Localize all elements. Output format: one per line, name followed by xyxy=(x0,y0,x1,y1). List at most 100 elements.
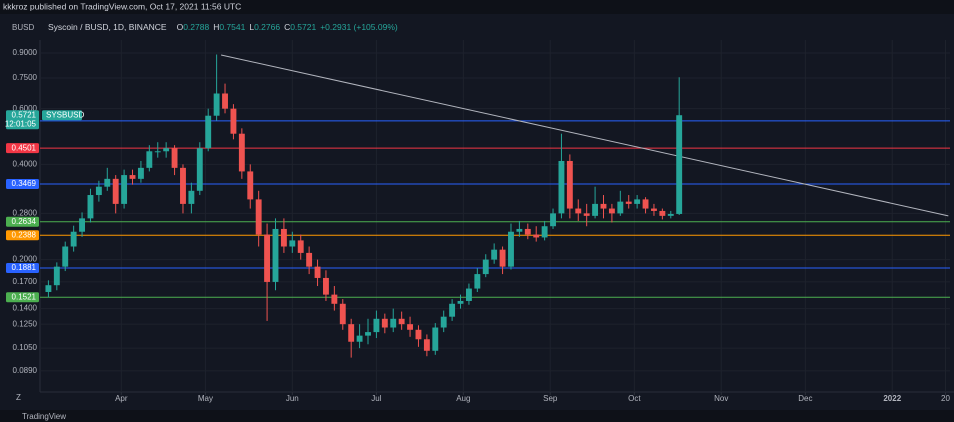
level-label-box xyxy=(6,178,39,189)
candle-body xyxy=(230,108,237,134)
y-tick-label: 0.0890 xyxy=(13,366,38,375)
candle-body xyxy=(280,228,287,247)
x-tick-label: 2022 xyxy=(883,394,901,403)
candle-body xyxy=(617,201,624,214)
candle-body xyxy=(87,195,94,219)
candle-body xyxy=(600,203,607,209)
symbol-box xyxy=(42,110,82,121)
attribution: kkkroz published on TradingView.com, Oct… xyxy=(3,1,241,11)
candle-body xyxy=(62,246,69,267)
change: +0.2931 (+105.09%) xyxy=(320,22,398,32)
x-tick-label: Aug xyxy=(456,394,470,403)
candle-body xyxy=(339,303,346,325)
y-tick-label: 0.1050 xyxy=(13,343,38,352)
trendline xyxy=(220,54,949,217)
candle-body xyxy=(432,327,439,351)
scale-icon: Z xyxy=(16,393,21,402)
x-tick-label: Dec xyxy=(798,394,812,403)
candle-body xyxy=(306,252,313,267)
candle-body xyxy=(45,285,52,292)
candle-body xyxy=(373,318,380,333)
candle-body xyxy=(415,329,422,340)
candle-body xyxy=(272,228,279,282)
candle-body xyxy=(70,231,77,247)
candle-body xyxy=(634,199,641,204)
candle-body xyxy=(667,213,674,216)
top-bar xyxy=(0,0,954,14)
candle-body xyxy=(180,167,186,204)
x-tick-label: Nov xyxy=(714,394,728,403)
level-label: 0.1881 xyxy=(12,263,37,272)
candle-body xyxy=(449,303,456,317)
candle-body xyxy=(331,294,338,304)
currency: BUSD xyxy=(12,23,34,32)
candle-body xyxy=(423,339,430,351)
symbol-label: SYSBUSD xyxy=(46,110,84,119)
candle-body xyxy=(264,234,271,282)
l-value: 0.2766 xyxy=(254,22,280,32)
candle-body xyxy=(289,240,296,247)
y-tick-label: 0.6000 xyxy=(13,104,38,113)
candle-body xyxy=(592,203,599,216)
h-letter: H xyxy=(213,22,219,32)
candle-body xyxy=(255,199,262,235)
candle-body xyxy=(356,335,363,342)
level-label: 0.4501 xyxy=(12,143,37,152)
candle-body xyxy=(575,208,582,214)
bottom-bar xyxy=(0,410,954,422)
candle-body xyxy=(53,266,60,286)
candle-body xyxy=(222,93,228,109)
candle-body xyxy=(457,300,464,304)
candle-body xyxy=(558,160,565,214)
y-tick-label: 0.9000 xyxy=(13,48,38,57)
candle-body xyxy=(508,231,514,267)
candle-body xyxy=(533,234,540,238)
l-letter: L xyxy=(249,22,254,32)
last-price: 0.5721 xyxy=(12,110,37,119)
candle-body xyxy=(524,228,531,235)
x-tick-label: May xyxy=(198,394,213,403)
level-label: 0.1521 xyxy=(12,292,37,301)
x-tick-label: Oct xyxy=(628,394,641,403)
candle-body xyxy=(323,277,329,295)
candle-body xyxy=(188,190,195,204)
x-tick-label: Jul xyxy=(371,394,381,403)
level-label-box xyxy=(6,263,39,274)
h-value: 0.7541 xyxy=(219,22,245,32)
candle-body xyxy=(247,171,254,200)
y-tick-label: 0.1250 xyxy=(13,319,38,328)
candle-body xyxy=(381,318,388,328)
candle-body xyxy=(566,160,573,209)
candle-body xyxy=(541,226,548,238)
level-label: 0.3469 xyxy=(12,179,37,188)
level-label-box xyxy=(6,230,39,241)
y-tick-label: 0.4000 xyxy=(13,159,38,168)
o-value: 0.2788 xyxy=(183,22,209,32)
y-tick-label: 0.2000 xyxy=(13,255,38,264)
candle-body xyxy=(398,318,405,325)
candle-body xyxy=(163,148,170,152)
candle-body xyxy=(625,201,632,204)
candle-body xyxy=(583,213,590,216)
y-tick-label: 0.2800 xyxy=(13,208,38,217)
candle-body xyxy=(550,213,556,227)
countdown: 12:01:05 xyxy=(5,119,37,128)
candle-body xyxy=(238,133,245,172)
y-tick-label: 0.1700 xyxy=(13,277,38,286)
x-tick-label: Sep xyxy=(543,394,558,403)
level-label-box xyxy=(6,216,39,227)
candle-body xyxy=(129,175,136,179)
candle-body xyxy=(348,324,355,342)
candle-body xyxy=(659,210,666,216)
c-letter: C xyxy=(284,22,290,32)
candle-body xyxy=(154,151,161,153)
candle-body xyxy=(112,178,119,204)
candle-body xyxy=(491,249,498,260)
candle-body xyxy=(297,240,304,253)
last-price-box xyxy=(6,110,39,130)
candle-body xyxy=(146,151,153,168)
candle-body xyxy=(95,186,102,196)
c-value: 0.5721 xyxy=(290,22,316,32)
